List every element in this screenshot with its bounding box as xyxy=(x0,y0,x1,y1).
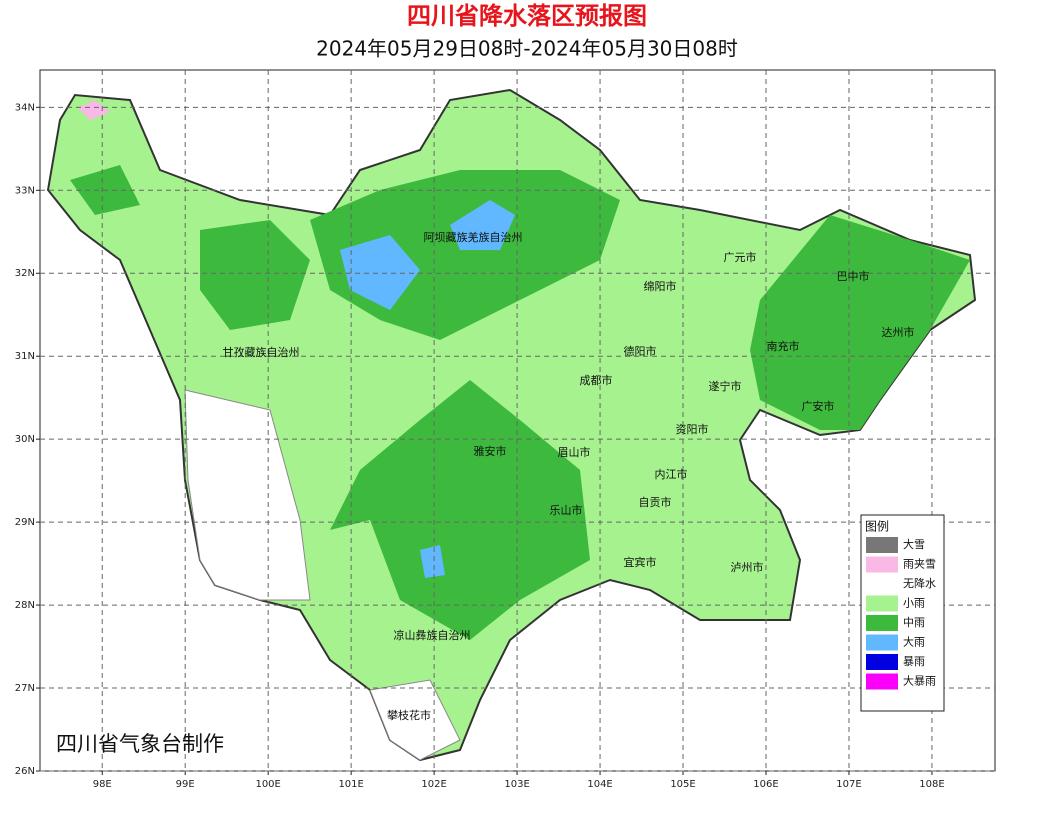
city-label: 资阳市 xyxy=(676,422,709,436)
legend-swatch xyxy=(866,576,898,592)
subtitle: 2024年05月29日08时-2024年05月30日08时 xyxy=(316,37,738,61)
x-tick-label: 108E xyxy=(919,779,944,790)
legend-label: 暴雨 xyxy=(903,655,925,668)
heavy-rain-1 xyxy=(340,235,420,310)
legend-swatch xyxy=(866,654,898,670)
x-tick-label: 103E xyxy=(504,779,529,790)
city-label: 阿坝藏族羌族自治州 xyxy=(424,230,523,244)
legend-swatch xyxy=(866,615,898,631)
legend-label: 大雪 xyxy=(903,537,925,551)
x-tick-label: 104E xyxy=(587,779,612,790)
y-tick-label: 28N xyxy=(15,600,35,611)
x-tick-label: 106E xyxy=(753,779,778,790)
city-label: 广安市 xyxy=(802,399,835,413)
y-tick-label: 34N xyxy=(15,102,35,113)
y-tick-label: 32N xyxy=(15,268,35,279)
legend-swatch xyxy=(866,556,898,573)
moderate-rain-west xyxy=(200,220,310,330)
x-tick-label: 107E xyxy=(836,779,861,790)
city-label: 广元市 xyxy=(724,250,757,264)
y-tick-label: 27N xyxy=(15,683,35,694)
legend-label: 大暴雨 xyxy=(903,674,936,688)
legend-swatch xyxy=(866,595,898,612)
city-label: 绵阳市 xyxy=(644,279,677,293)
legend-title: 图例 xyxy=(865,520,889,534)
city-label: 达州市 xyxy=(882,325,915,339)
y-tick-label: 29N xyxy=(15,517,35,528)
no-rain-south xyxy=(369,679,461,761)
city-label: 甘孜藏族自治州 xyxy=(223,345,300,359)
legend-label: 雨夹雪 xyxy=(903,558,936,571)
city-label: 凉山彝族自治州 xyxy=(394,628,471,642)
city-label: 攀枝花市 xyxy=(387,708,431,722)
city-label: 乐山市 xyxy=(550,503,583,517)
y-tick-label: 30N xyxy=(15,434,35,445)
city-labels: 阿坝藏族羌族自治州 广元市 巴中市 绵阳市 达州市 甘孜藏族自治州 德阳市 南充… xyxy=(223,230,915,722)
heavy-rain-3 xyxy=(420,545,445,578)
x-tick-label: 100E xyxy=(255,779,280,790)
y-tick-label: 33N xyxy=(15,185,35,196)
legend-label: 中雨 xyxy=(903,616,925,629)
x-tick-label: 102E xyxy=(421,779,446,790)
title: 四川省降水落区预报图 xyxy=(407,2,647,30)
city-label: 遂宁市 xyxy=(709,379,742,393)
moderate-rain-center xyxy=(330,380,590,640)
x-tick-label: 105E xyxy=(670,779,695,790)
moderate-rain-east xyxy=(750,215,970,430)
y-tick-label: 31N xyxy=(15,351,35,362)
credit: 四川省气象台制作 xyxy=(56,732,224,756)
no-rain-west xyxy=(184,389,311,601)
x-tick-label: 98E xyxy=(93,779,112,790)
legend-swatch xyxy=(866,537,898,553)
legend-label: 大雨 xyxy=(903,635,925,649)
city-label: 德阳市 xyxy=(624,344,657,358)
city-label: 泸州市 xyxy=(731,560,764,574)
city-label: 内江市 xyxy=(655,467,688,481)
city-label: 雅安市 xyxy=(474,444,507,458)
legend-swatch xyxy=(866,673,898,690)
legend-label: 无降水 xyxy=(903,576,936,590)
city-label: 巴中市 xyxy=(837,269,870,283)
grid: 98E 99E 100E 101E 102E 103E 104E 105E 106E 107E 10… xyxy=(15,70,995,790)
city-label: 自贡市 xyxy=(639,495,672,509)
y-tick-label: 26N xyxy=(15,766,35,777)
x-tick-label: 101E xyxy=(338,779,363,790)
city-label: 宜宾市 xyxy=(624,555,657,569)
heavy-rain-2 xyxy=(450,200,515,250)
province xyxy=(46,88,977,762)
city-label: 南充市 xyxy=(767,339,800,353)
city-label: 成都市 xyxy=(580,373,613,387)
x-tick-label: 99E xyxy=(176,779,195,790)
legend-label: 小雨 xyxy=(903,597,925,610)
city-label: 眉山市 xyxy=(558,445,591,459)
legend-swatch xyxy=(866,634,898,651)
